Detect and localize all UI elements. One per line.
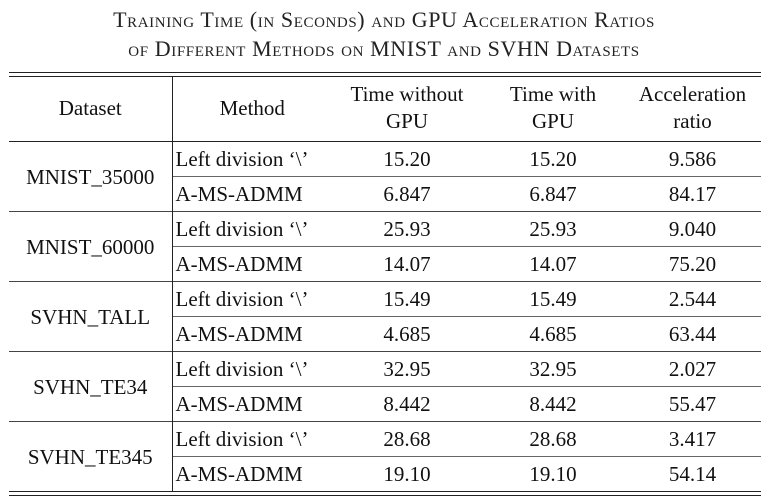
time-without-gpu-cell: 25.93	[332, 211, 482, 247]
table-row: SVHN_TE345 Left division ‘\’ 28.68 28.68 3.4…	[9, 421, 761, 491]
method-cell: Left division ‘\’	[171, 421, 332, 457]
header-time-with-gpu: Time with GPU	[482, 77, 624, 142]
table-row: MNIST_35000 Left division ‘\’ 15.20 15.20 9.…	[9, 141, 761, 189]
dataset-cell: MNIST_35000	[26, 164, 155, 189]
header-accel-line2: ratio	[673, 109, 712, 133]
time-with-gpu-cell: 6.847	[482, 176, 624, 212]
table-row: MNIST_60000 Left division ‘\’ 25.93 25.93 9.…	[9, 211, 761, 282]
table-row: A-MS-ADMM 14.07 14.07 75.20	[9, 246, 761, 282]
time-with-gpu-cell: 32.95	[482, 351, 624, 387]
header-row: Dataset Method Time without GPU Time wit…	[9, 77, 761, 142]
table-row: SVHN_TE34 Left division ‘\’ 32.95 32.95 2.02…	[9, 351, 761, 422]
dataset-cell: MNIST_60000	[9, 211, 172, 282]
acceleration-ratio-cell: 55.47	[624, 386, 761, 422]
acceleration-ratio-cell: 63.44	[624, 316, 761, 352]
acceleration-ratio-cell: 2.544	[624, 281, 761, 317]
header-accel-line1: Acceleration	[638, 82, 747, 106]
header-time-without-gpu: Time without GPU	[332, 77, 482, 142]
header-time-without-line2: GPU	[385, 109, 428, 133]
acceleration-ratio-cell: 75.20	[624, 246, 761, 282]
header-time-with-line1: Time with	[509, 82, 597, 106]
time-without-gpu-cell: 19.10	[332, 456, 482, 491]
table-caption: Training Time (in Seconds) and GPU Accel…	[0, 0, 768, 63]
acceleration-ratio-cell: 84.17	[624, 176, 761, 212]
time-with-gpu-cell: 14.07	[482, 246, 624, 282]
time-with-gpu-cell: 4.685	[482, 316, 624, 352]
bottom-double-rule	[9, 491, 761, 496]
table-row: A-MS-ADMM 19.10 19.10 54.14	[9, 456, 761, 491]
method-cell: A-MS-ADMM	[171, 386, 332, 422]
method-cell: A-MS-ADMM	[171, 456, 332, 491]
time-without-gpu-cell: 6.847	[332, 176, 482, 212]
header-dataset: Dataset	[9, 77, 172, 142]
table-row: A-MS-ADMM 6.847 6.847 84.17	[9, 176, 761, 212]
dataset-cell: SVHN_TE345	[9, 421, 172, 491]
method-cell: A-MS-ADMM	[171, 246, 332, 282]
method-cell: A-MS-ADMM	[171, 316, 332, 352]
time-without-gpu-cell: 32.95	[332, 351, 482, 387]
time-with-gpu-cell: 28.68	[482, 421, 624, 457]
time-without-gpu-cell: 14.07	[332, 246, 482, 282]
dataset-cell: SVHN_TE34	[9, 351, 172, 422]
method-cell: A-MS-ADMM	[171, 176, 332, 212]
results-table-wrapper: Dataset Method Time without GPU Time wit…	[9, 72, 761, 496]
header-time-without-line1: Time without	[350, 82, 464, 106]
method-cell: Left division ‘\’	[171, 211, 332, 247]
time-without-gpu-cell: 15.20	[383, 147, 431, 171]
header-method: Method	[171, 77, 332, 142]
acceleration-ratio-cell: 54.14	[624, 456, 761, 491]
acceleration-ratio-cell: 9.586	[668, 147, 717, 171]
table-body: MNIST_35000 Left division ‘\’ 15.20 15.20 9.…	[9, 141, 761, 491]
time-without-gpu-cell: 15.49	[332, 281, 482, 317]
time-with-gpu-cell: 25.93	[482, 211, 624, 247]
acceleration-ratio-cell: 9.040	[624, 211, 761, 247]
method-cell: Left division ‘\’	[171, 141, 332, 177]
time-without-gpu-cell: 28.68	[332, 421, 482, 457]
time-with-gpu-cell: 8.442	[482, 386, 624, 422]
results-table: Dataset Method Time without GPU Time wit…	[9, 77, 761, 491]
top-double-rule	[9, 72, 761, 77]
acceleration-ratio-cell: 2.027	[624, 351, 761, 387]
dataset-cell: SVHN_TALL	[9, 281, 172, 352]
time-without-gpu-cell: 8.442	[332, 386, 482, 422]
table-row: A-MS-ADMM 8.442 8.442 55.47	[9, 386, 761, 422]
method-cell: Left division ‘\’	[171, 281, 332, 317]
caption-line-1: Training Time (in Seconds) and GPU Accel…	[113, 7, 655, 32]
time-without-gpu-cell: 4.685	[332, 316, 482, 352]
time-with-gpu-cell: 19.10	[482, 456, 624, 491]
time-with-gpu-cell: 15.49	[482, 281, 624, 317]
method-cell: Left division ‘\’	[171, 351, 332, 387]
table-row: SVHN_TALL Left division ‘\’ 15.49 15.49 2.54…	[9, 281, 761, 352]
time-with-gpu-cell: 15.20	[529, 147, 577, 171]
acceleration-ratio-cell: 3.417	[624, 421, 761, 457]
caption-line-2: of Different Methods on MNIST and SVHN D…	[128, 36, 640, 61]
header-time-with-line2: GPU	[531, 109, 574, 133]
table-row: A-MS-ADMM 4.685 4.685 63.44	[9, 316, 761, 352]
header-acceleration-ratio: Acceleration ratio	[624, 77, 761, 142]
